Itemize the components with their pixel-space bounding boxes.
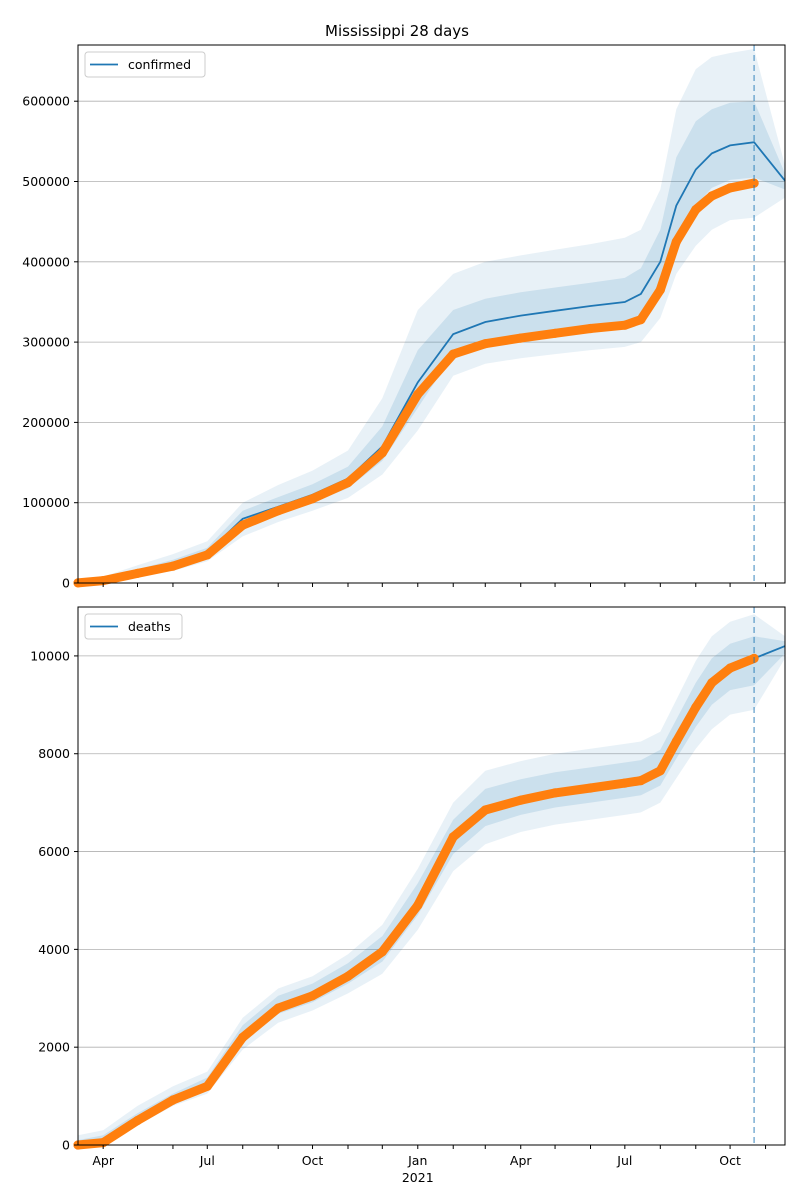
- observed-line: [73, 178, 759, 588]
- outer-band: [78, 49, 785, 583]
- y-tick-label: 8000: [38, 746, 70, 761]
- observed-point: [585, 323, 596, 334]
- legend-box: [84, 51, 206, 78]
- x-tick-label: Oct: [302, 1153, 324, 1168]
- observed-point: [132, 1115, 143, 1126]
- y-tick-label: 6000: [38, 844, 70, 859]
- observed-point: [413, 900, 423, 910]
- figure-title: Mississippi 28 days: [325, 22, 469, 40]
- observed-point: [307, 494, 318, 504]
- observed-point: [480, 339, 490, 349]
- observed-point: [202, 1081, 212, 1091]
- observed-point: [691, 205, 701, 215]
- legend-label: deaths: [128, 619, 171, 634]
- observed-point: [480, 805, 490, 815]
- y-tick-label: 300000: [22, 335, 70, 350]
- y-tick-label: 200000: [22, 415, 70, 430]
- observed-point: [550, 788, 560, 798]
- observed-point: [516, 333, 526, 343]
- x-tick-label: Apr: [510, 1153, 532, 1168]
- observed-point: [448, 349, 458, 359]
- observed-point: [636, 315, 646, 325]
- observed-point: [585, 783, 596, 793]
- y-tick-label: 0: [62, 576, 70, 591]
- y-tick-label: 0: [62, 1138, 70, 1153]
- observed-point: [343, 478, 353, 488]
- observed-point: [620, 778, 630, 788]
- deaths-panel: 0 2000 4000 6000 8000 10000 Apr Jul Oct Jan Apr Jul…: [30, 606, 786, 1185]
- legend-box: [84, 613, 183, 640]
- confirmed-panel: 0 100000 200000 300000 400000 500000 600000 con…: [22, 44, 786, 591]
- observed-point: [168, 1095, 178, 1105]
- x-tick-label: Jul: [199, 1153, 215, 1168]
- observed-point: [707, 191, 717, 201]
- observed-point: [343, 971, 353, 981]
- x-tick-label: Apr: [92, 1153, 114, 1168]
- observed-point: [307, 991, 318, 1001]
- observed-point: [620, 320, 630, 330]
- observed-point: [202, 550, 212, 560]
- observed-point: [691, 702, 701, 712]
- legend-label: confirmed: [128, 57, 191, 72]
- observed-point: [377, 947, 387, 957]
- observed-point: [655, 285, 665, 295]
- observed-point: [671, 736, 681, 747]
- observed-line: [73, 653, 759, 1150]
- observed-point: [550, 328, 560, 338]
- y-tick-label: 2000: [38, 1040, 70, 1055]
- observed-point: [655, 766, 665, 776]
- observed-point: [238, 520, 248, 530]
- x-tick-label: Jul: [616, 1153, 632, 1168]
- y-tick-label: 500000: [22, 174, 70, 189]
- inner-band: [78, 101, 785, 583]
- x-tick-label: Oct: [719, 1153, 741, 1168]
- x-tick-label: Jan: [407, 1153, 427, 1168]
- observed-point: [413, 389, 423, 399]
- observed-point: [516, 795, 526, 805]
- axes-frame: [77, 44, 786, 584]
- y-tick-label: 10000: [30, 648, 70, 663]
- observed-point: [168, 561, 178, 571]
- observed-point: [749, 178, 759, 188]
- observed-point: [671, 237, 681, 247]
- observed-point: [377, 448, 387, 458]
- y-tick-label: 400000: [22, 254, 70, 269]
- observed-point: [725, 663, 735, 673]
- observed-point: [448, 832, 458, 842]
- y-tick-label: 600000: [22, 94, 70, 109]
- observed-point: [273, 1003, 283, 1013]
- observed-point: [132, 568, 143, 579]
- x-year-label: 2021: [402, 1170, 434, 1185]
- axes-frame: [77, 606, 786, 1146]
- observed-point: [238, 1032, 248, 1042]
- observed-point: [636, 776, 646, 786]
- observed-point: [707, 678, 717, 688]
- observed-point: [273, 506, 283, 516]
- y-tick-label: 100000: [22, 495, 70, 510]
- y-tick-label: 4000: [38, 942, 70, 957]
- inner-band: [78, 636, 785, 1145]
- observed-point: [725, 183, 735, 193]
